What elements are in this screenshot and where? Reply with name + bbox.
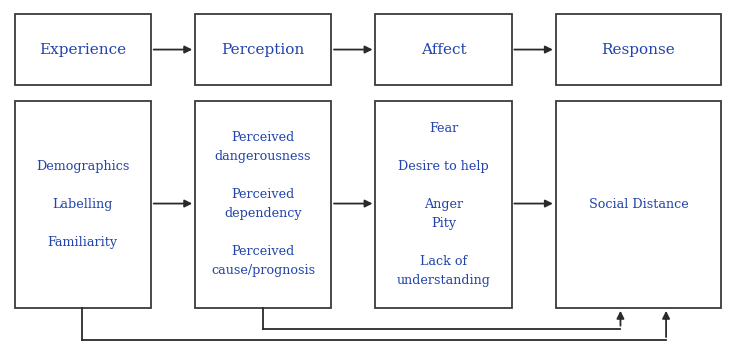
Bar <box>375 101 512 308</box>
Bar <box>15 101 151 308</box>
Text: Fear

Desire to help

Anger
Pity

Lack of
understanding: Fear Desire to help Anger Pity Lack of u… <box>397 122 490 287</box>
Bar <box>556 101 721 308</box>
Text: Perceived
dangerousness

Perceived
dependency

Perceived
cause/prognosis: Perceived dangerousness Perceived depend… <box>211 131 315 278</box>
Text: Response: Response <box>601 42 676 57</box>
Bar <box>556 14 721 85</box>
Text: Demographics

Labelling

Familiarity: Demographics Labelling Familiarity <box>36 160 130 249</box>
Bar <box>195 101 331 308</box>
Text: Experience: Experience <box>39 42 127 57</box>
Text: Affect: Affect <box>421 42 466 57</box>
Text: Perception: Perception <box>222 42 305 57</box>
Bar <box>15 14 151 85</box>
Text: Social Distance: Social Distance <box>589 198 688 211</box>
Bar <box>375 14 512 85</box>
Bar <box>195 14 331 85</box>
